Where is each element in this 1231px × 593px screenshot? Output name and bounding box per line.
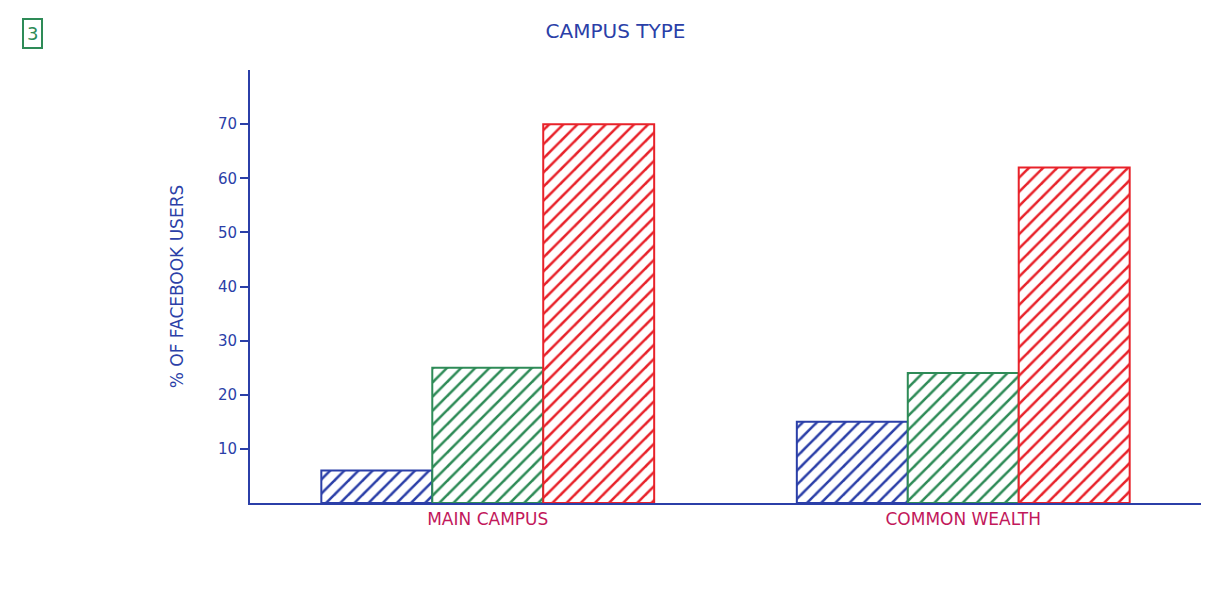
svg-text:30: 30 [218, 332, 237, 350]
svg-text:MAIN CAMPUS: MAIN CAMPUS [427, 509, 548, 529]
svg-text:CAMPUS TYPE: CAMPUS TYPE [546, 19, 686, 43]
svg-text:70: 70 [218, 115, 237, 133]
svg-text:3: 3 [27, 23, 38, 44]
svg-text:COMMON WEALTH: COMMON WEALTH [885, 509, 1041, 529]
svg-text:40: 40 [218, 278, 237, 296]
svg-text:% OF FACEBOOK USERS: % OF FACEBOOK USERS [167, 185, 187, 389]
svg-text:50: 50 [218, 224, 237, 242]
svg-text:20: 20 [218, 386, 237, 404]
svg-text:60: 60 [218, 170, 237, 188]
svg-text:10: 10 [218, 440, 237, 458]
